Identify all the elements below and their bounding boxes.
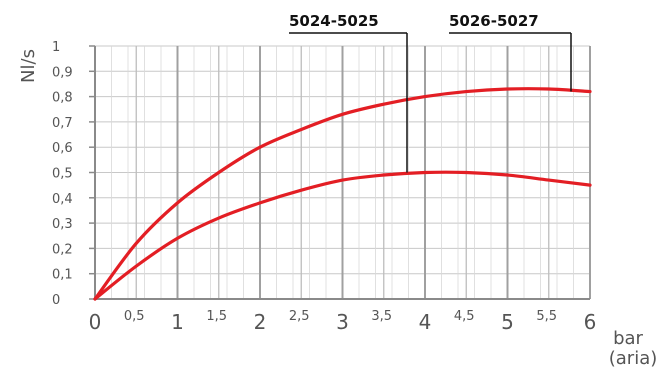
x-minor-tick-label: 2,5 <box>289 309 310 324</box>
x-minor-tick-label: 3,5 <box>371 309 392 324</box>
x-tick-label: 2 <box>254 310 267 334</box>
x-tick-label: 6 <box>584 310 597 334</box>
x-tick-label: 1 <box>171 310 184 334</box>
x-minor-tick-label: 1,5 <box>206 309 227 324</box>
y-tick-label: 0 <box>52 293 60 308</box>
y-tick-label: 0,2 <box>52 242 73 257</box>
y-tick-label: 0,6 <box>52 141 73 156</box>
y-tick-label: 0,8 <box>52 91 73 106</box>
y-tick-label: 0,7 <box>52 116 73 131</box>
x-tick-label: 3 <box>336 310 349 334</box>
series-lines <box>93 87 592 301</box>
series-label-leaders: 5024-5025 5026-5027 <box>289 12 572 173</box>
x-axis-title: bar <box>613 328 643 349</box>
x-tick-label: 4 <box>419 310 432 334</box>
y-tick-label: 1 <box>52 40 60 55</box>
grid <box>89 45 591 300</box>
y-tick-label: 0,4 <box>52 192 73 207</box>
x-minor-tick-label: 5,5 <box>536 309 557 324</box>
series-line <box>93 170 592 301</box>
x-minor-tick-label: 4,5 <box>454 309 475 324</box>
y-tick-label: 0,1 <box>52 268 73 283</box>
y-tick-labels: 0 0,1 0,2 0,3 0,4 0,5 0,6 0,7 0,8 0,9 1 <box>52 40 73 308</box>
y-axis-title: Nl/s <box>18 49 39 83</box>
y-tick-label: 0,9 <box>52 65 73 80</box>
x-minor-tick-label: 0,5 <box>124 309 145 324</box>
series-line <box>93 87 592 301</box>
series-label: 5024-5025 <box>289 12 379 30</box>
x-tick-label: 5 <box>501 310 514 334</box>
y-tick-label: 0,3 <box>52 217 73 232</box>
x-axis-subtitle: (aria) <box>609 348 656 369</box>
series-label: 5026-5027 <box>449 12 539 30</box>
x-tick-label: 0 <box>89 310 102 334</box>
x-tick-labels: 0 1 2 3 4 5 6 0,5 1,5 2,5 3,5 4,5 5,5 <box>89 309 597 334</box>
y-tick-label: 0,5 <box>52 167 73 182</box>
